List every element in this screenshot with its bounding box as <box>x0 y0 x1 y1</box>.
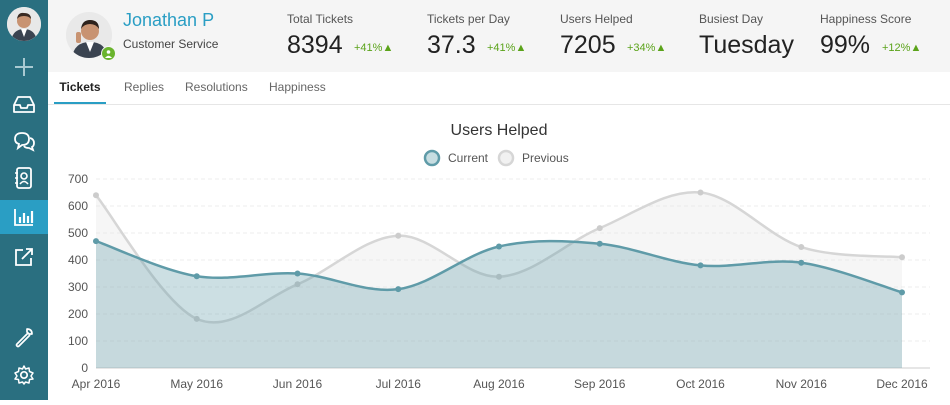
tab-happiness[interactable]: Happiness <box>269 72 326 104</box>
point-previous[interactable] <box>899 254 905 260</box>
chart-title: Users Helped <box>451 122 548 139</box>
header: Jonathan P Customer Service Total Ticket… <box>48 0 950 73</box>
point-current[interactable] <box>698 262 704 268</box>
x-tick-label: Dec 2016 <box>876 377 928 391</box>
tab-bar: Tickets Replies Resolutions Happiness <box>48 72 950 105</box>
x-tick-label: Jun 2016 <box>273 377 323 391</box>
point-current[interactable] <box>295 271 301 277</box>
y-tick-label: 200 <box>68 307 88 321</box>
chart-legend: Current Previous <box>425 151 569 165</box>
point-previous[interactable] <box>395 233 401 239</box>
stat-value: 7205 <box>560 31 616 60</box>
y-tick-label: 300 <box>68 280 88 294</box>
user-role: Customer Service <box>123 37 218 51</box>
x-tick-label: Sep 2016 <box>574 377 626 391</box>
x-tick-label: Apr 2016 <box>72 377 121 391</box>
sidebar <box>0 0 48 400</box>
point-previous[interactable] <box>698 190 704 196</box>
stat-value: Tuesday <box>699 31 794 60</box>
point-current[interactable] <box>798 260 804 266</box>
tab-resolutions[interactable]: Resolutions <box>185 72 248 104</box>
point-current[interactable] <box>395 286 401 292</box>
stat-label: Happiness Score <box>820 12 911 26</box>
y-tick-label: 100 <box>68 334 88 348</box>
y-axis: 0 100 200 300 400 500 600 700 <box>68 172 88 375</box>
y-tick-label: 500 <box>68 226 88 240</box>
chart-svg: Users Helped Current Previous 0 100 200 300… <box>48 105 950 400</box>
user-name[interactable]: Jonathan P <box>123 10 214 31</box>
legend-label-previous: Previous <box>522 151 569 165</box>
point-previous[interactable] <box>93 192 99 198</box>
y-tick-label: 700 <box>68 172 88 186</box>
legend-item-previous[interactable]: Previous <box>499 151 569 165</box>
legend-label-current: Current <box>448 151 489 165</box>
x-axis: Apr 2016 May 2016 Jun 2016 Jul 2016 Aug 2016… <box>72 377 928 391</box>
online-status-icon <box>101 46 116 61</box>
share-icon[interactable] <box>0 240 48 274</box>
bar-chart-icon[interactable] <box>0 200 48 234</box>
stat-change: +41%▲ <box>354 42 393 54</box>
avatar-image <box>7 7 41 41</box>
y-tick-label: 600 <box>68 199 88 213</box>
y-tick-label: 400 <box>68 253 88 267</box>
avatar[interactable] <box>7 7 41 41</box>
x-tick-label: Oct 2016 <box>676 377 725 391</box>
plus-icon[interactable] <box>0 50 48 84</box>
tab-tickets[interactable]: Tickets <box>54 72 106 104</box>
wrench-icon[interactable] <box>0 320 48 354</box>
point-current[interactable] <box>93 238 99 244</box>
legend-swatch-previous <box>499 151 513 165</box>
stat-change: +41%▲ <box>487 42 526 54</box>
point-previous[interactable] <box>798 244 804 250</box>
legend-swatch-current <box>425 151 439 165</box>
point-current[interactable] <box>597 241 603 247</box>
tab-replies[interactable]: Replies <box>124 72 164 104</box>
y-tick-label: 0 <box>81 361 88 375</box>
stat-label: Users Helped <box>560 12 633 26</box>
point-current[interactable] <box>194 273 200 279</box>
x-tick-label: Jul 2016 <box>376 377 422 391</box>
legend-item-current[interactable]: Current <box>425 151 489 165</box>
stat-change: +12%▲ <box>882 42 921 54</box>
stat-value: 37.3 <box>427 31 476 60</box>
point-previous[interactable] <box>597 225 603 231</box>
gear-icon[interactable] <box>0 358 48 392</box>
contacts-icon[interactable] <box>0 161 48 195</box>
stat-value: 8394 <box>287 31 343 60</box>
x-tick-label: Aug 2016 <box>473 377 525 391</box>
x-tick-label: Nov 2016 <box>776 377 828 391</box>
x-tick-label: May 2016 <box>170 377 223 391</box>
point-current[interactable] <box>899 289 905 295</box>
inbox-icon[interactable] <box>0 87 48 121</box>
chat-icon[interactable] <box>0 124 48 158</box>
users-helped-chart: Users Helped Current Previous 0 100 200 300… <box>48 105 950 400</box>
stat-label: Tickets per Day <box>427 12 510 26</box>
stat-label: Total Tickets <box>287 12 353 26</box>
stat-change: +34%▲ <box>627 42 666 54</box>
point-current[interactable] <box>496 244 502 250</box>
stat-value: 99% <box>820 31 870 60</box>
stat-label: Busiest Day <box>699 12 763 26</box>
